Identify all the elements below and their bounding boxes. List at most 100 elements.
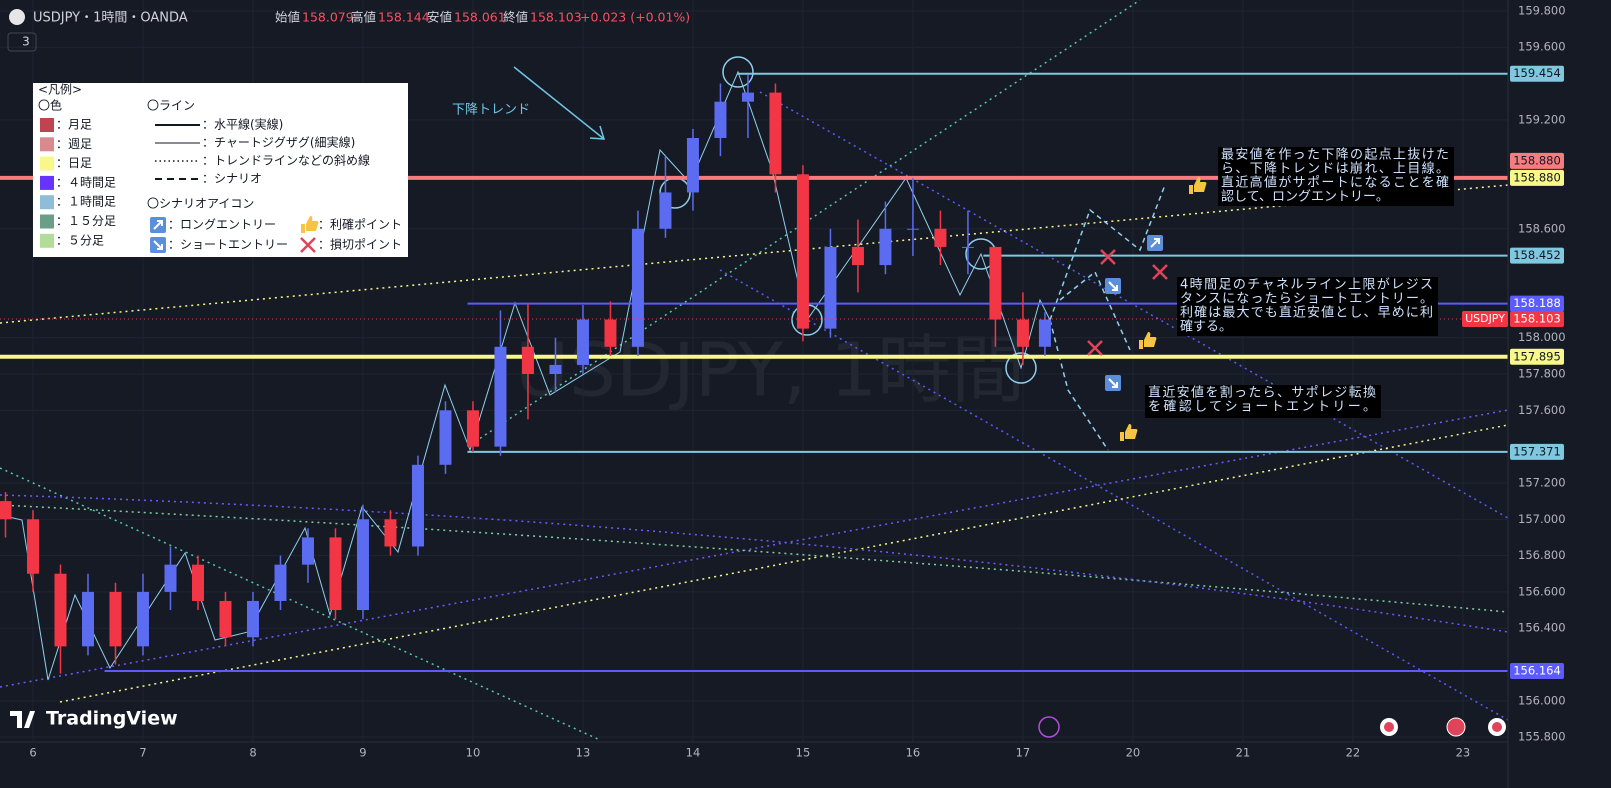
long-arrow [1150,238,1160,248]
candle-body [494,346,507,447]
legend-label: ：月足 [56,118,92,132]
note-line: 認して、ロングエントリー。 [1221,189,1389,205]
legend-swatch [40,118,54,132]
y-tick-label: 157.800 [1518,367,1566,381]
header-low-label: 安値 [427,10,452,25]
indicator-toggle [7,32,37,52]
price-tag-label: 158.452 [1513,248,1561,262]
header-close-label: 終値 [503,10,528,25]
x-tick-label: 8 [249,746,256,760]
legend-label: ：ショートエントリー [168,238,288,252]
note-line: ら、下降トレンドは崩れ、上目線。 [1221,161,1449,177]
price-tag-label: 159.454 [1513,66,1561,80]
y-tick-label: 156.000 [1518,693,1566,707]
legend-heading: 〇ライン [147,99,195,113]
candle-body [274,564,287,601]
legend-label: ：チャートジグザグ(細実線) [202,135,355,150]
header-high: 158.144 [378,10,430,25]
price-tag [1510,295,1564,312]
price-tag [1510,247,1564,264]
candle-body [439,410,452,465]
legend-swatch [40,195,54,210]
legend-label: ：週足 [56,137,92,151]
trendline [0,467,601,741]
legend-label: ：１時間足 [56,195,116,209]
candle-body [466,410,479,447]
watermark: USDJPY, 1時間 [515,328,1025,414]
tp-icon [1189,177,1207,194]
legend-heading: 〇色 [38,99,62,113]
trend-arrow [513,66,605,140]
header-high-label: 高値 [351,10,376,25]
short-arrow [1108,378,1118,388]
legend-swatch [40,233,54,248]
candle-body [989,246,1002,320]
trend-label: 下降トレンド [452,103,530,118]
candle-body [521,346,534,375]
candle-body [631,228,644,347]
note-line: 4時間足のチャネルライン上限がレジス [1180,278,1433,293]
note-box [1177,277,1438,336]
candle-body [384,519,397,547]
candle-body [549,364,562,375]
candle-body [796,174,809,329]
y-tick-label: 156.600 [1518,584,1566,598]
x-tick-label: 10 [466,746,481,760]
candle-body [604,319,617,347]
legend-label: ：１５分足 [56,214,116,228]
candle-body [576,319,589,365]
header-symbol: USDJPY・1時間・OANDA [33,11,188,26]
tp-icon [1139,332,1157,349]
candle-body [686,137,699,193]
candle-body [879,228,892,266]
price-tag [1510,311,1564,328]
brand: TradingView [46,708,178,730]
y-tick-label: 156.800 [1518,548,1566,562]
scenario [1049,184,1166,321]
candle-body [301,537,314,565]
x-tick-label: 22 [1346,746,1361,760]
legend-label: ：ロングエントリー [168,218,276,232]
legend-title: <凡例> [38,83,82,97]
tp-icon [301,216,319,233]
x-tick-label: 6 [29,746,36,760]
flag-icon [1446,717,1466,737]
trendline [719,269,1509,721]
header-low: 158.061 [454,10,506,25]
symbol-tag [1462,311,1508,328]
sl-icon [1087,340,1103,356]
trendline [59,424,1509,703]
scenario [1059,270,1131,351]
legend: <凡例> 〇色 ：月足 ：週足 ：日足 ：４時間足 ：１時間足 ：１５分足 ：５分足 〇ライン ：水… [33,83,408,257]
price-tag-label: 158.880 [1513,153,1561,167]
header-close: 158.103 [530,10,582,25]
price-tag-label: 156.164 [1513,664,1561,678]
header-change: +0.023 (+0.01%) [580,10,690,25]
sl-icon [1152,264,1168,280]
y-tick-label: 157.600 [1518,403,1566,417]
price-tag [1510,65,1564,82]
y-tick-label: 158.600 [1518,221,1566,235]
price-axis [1508,0,1611,788]
note-box [1218,147,1454,206]
price-tag-label: 158.103 [1513,312,1561,326]
short-arrow [153,240,163,250]
x-tick-label: 15 [796,746,811,760]
legend-label: ：４時間足 [56,175,116,189]
note-line: 利確は最大でも直近安値とし、早めに利 [1180,305,1433,321]
header-open: 158.079 [302,10,354,25]
price-tag-label: 158.188 [1513,296,1561,310]
legend-label: ：利確ポイント [318,217,402,232]
candle-body [934,228,947,247]
price-tag [1510,443,1564,460]
legend-heading: 〇シナリオアイコン [147,197,254,211]
candle-body [1038,319,1051,347]
sl-icon [300,237,316,253]
symbol-icon [9,9,25,25]
long-arrow [153,220,163,230]
candle-body [109,591,122,647]
x-tick-label: 17 [1016,746,1031,760]
price-tag [1510,169,1564,186]
candle-body [356,519,369,611]
